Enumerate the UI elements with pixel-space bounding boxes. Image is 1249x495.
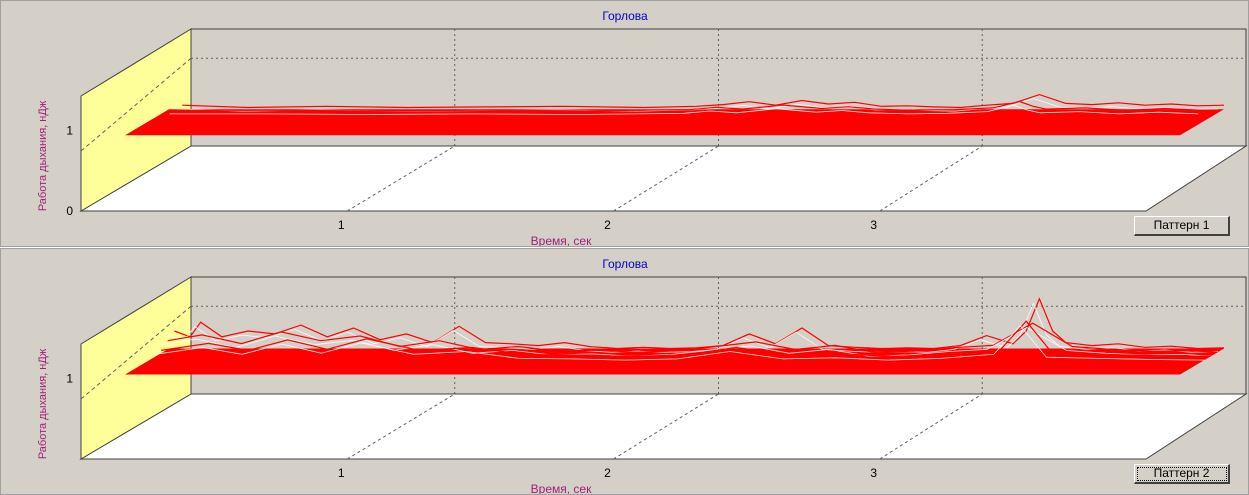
x-axis-label: Время, сек: [531, 234, 592, 247]
grid-line-depth: [346, 145, 456, 212]
y-axis-label: Работа дыхания, нДж: [37, 348, 49, 459]
left-wall: [80, 28, 192, 212]
series-trace-shadow: [161, 327, 1212, 357]
x-tick-label: 2: [604, 218, 611, 232]
wall-grid-line: [80, 57, 192, 152]
grid-line-depth: [879, 145, 983, 212]
series-trace-shadow: [155, 325, 1205, 361]
chart-title: Горлова: [602, 9, 648, 23]
pattern-1-button[interactable]: Паттерн 1: [1134, 216, 1230, 236]
series-trace: [161, 320, 1211, 357]
y-tick-label: 0: [66, 204, 73, 218]
y-axis-label: Работа дыхания, нДж: [37, 100, 49, 211]
grid-line-depth: [879, 393, 983, 460]
chart-title: Горлова: [602, 257, 648, 271]
baseline-band: [125, 109, 1224, 136]
x-tick-label: 1: [338, 466, 345, 480]
x-tick-label: 1: [338, 218, 345, 232]
pattern-2-button[interactable]: Паттерн 2: [1134, 464, 1230, 484]
baseline-band: [125, 348, 1224, 375]
grid-line-depth: [346, 393, 456, 460]
y-tick-label: 1: [66, 372, 73, 386]
series-trace: [167, 322, 1218, 354]
x-tick-label: 2: [604, 466, 611, 480]
series-trace-shadow: [169, 104, 1199, 115]
floor: [79, 393, 1248, 460]
series-trace: [175, 100, 1205, 112]
grid-line-depth: [613, 393, 719, 460]
grid-line-depth: [613, 145, 719, 212]
series-trace: [182, 93, 1225, 109]
x-axis-label: Время, сек: [531, 482, 592, 495]
back-wall: [190, 276, 1247, 395]
floor: [79, 145, 1248, 212]
wall-grid-line: [80, 305, 192, 400]
x-tick-label: 3: [870, 218, 877, 232]
x-tick-label: 3: [870, 466, 877, 480]
y-tick-label: 1: [66, 124, 73, 138]
